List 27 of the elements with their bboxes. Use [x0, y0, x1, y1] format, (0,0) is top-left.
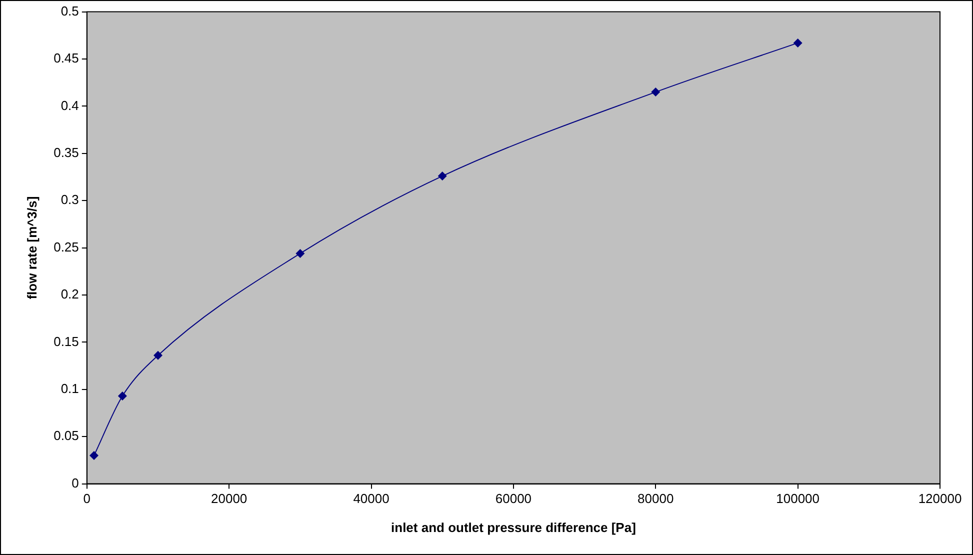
- point: [153, 350, 162, 360]
- y-tick-label: 0.2: [60, 286, 79, 302]
- y-tick-label: 0.15: [54, 334, 79, 349]
- y-tick-label: 0.25: [54, 239, 79, 254]
- x-tick-label: 120000: [918, 491, 962, 506]
- point: [90, 450, 99, 460]
- point: [651, 88, 660, 97]
- y-tick-label: 0.45: [54, 50, 79, 66]
- x-tick-label: 100000: [776, 491, 820, 506]
- x-axis-title: inlet and outlet pressure difference [Pa]: [391, 520, 636, 535]
- y-tick-label: 0.05: [54, 428, 79, 444]
- x-tick-label: 0: [83, 491, 91, 506]
- x-tick-label: 40000: [353, 491, 390, 506]
- y-axis-title: flow rate [m^3/s]: [24, 196, 40, 300]
- x-tick-label: 20000: [211, 491, 248, 506]
- x-tick-label: 80000: [638, 491, 674, 506]
- point: [296, 248, 305, 258]
- y-tick-label: 0.35: [54, 144, 79, 160]
- y-tick-label: 0: [72, 475, 79, 490]
- point: [118, 392, 127, 401]
- y-tick-label: 0.4: [60, 98, 79, 113]
- x-tick-label: 60000: [495, 491, 532, 506]
- y-tick-label: 0.5: [60, 3, 79, 18]
- y-tick-label: 0.3: [60, 192, 79, 208]
- point: [793, 38, 802, 48]
- point: [438, 172, 447, 181]
- y-tick-label: 0.1: [60, 380, 79, 396]
